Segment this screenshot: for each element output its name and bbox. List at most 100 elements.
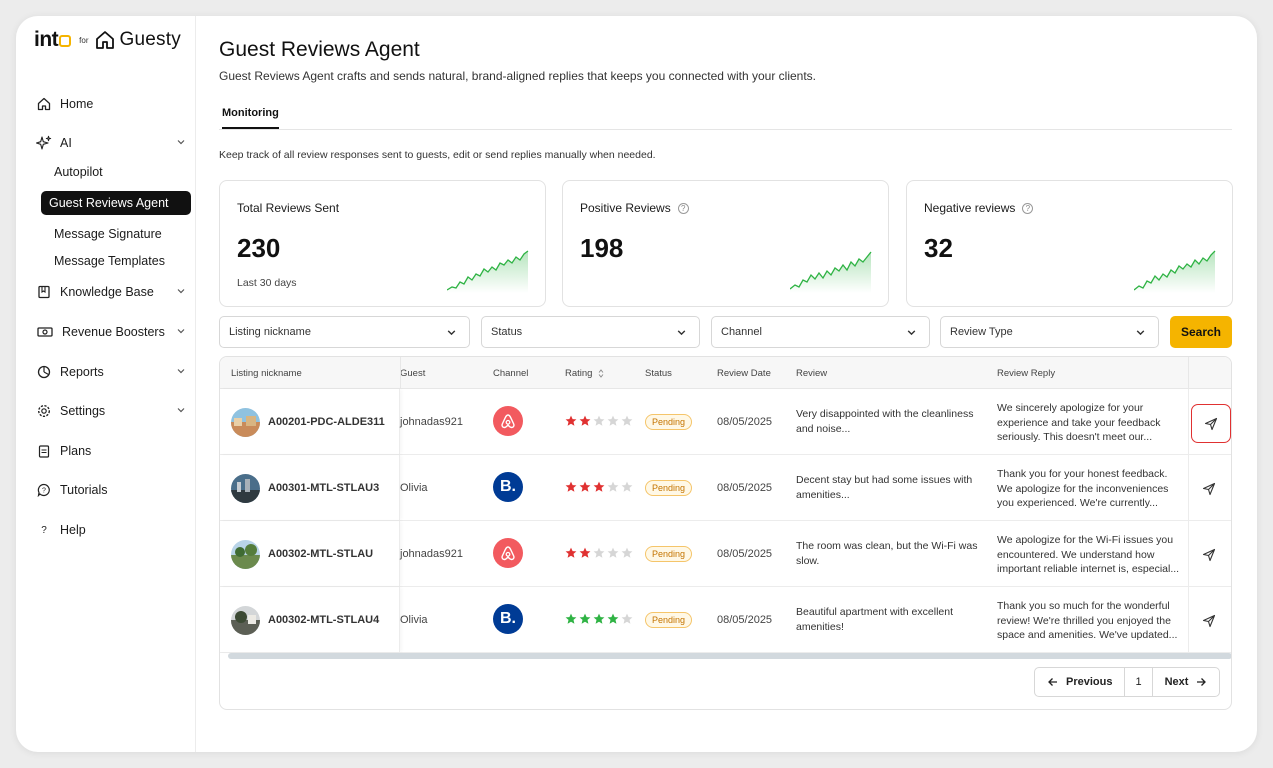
sparkline-chart bbox=[790, 251, 872, 293]
review-reply-text[interactable]: We apologize for the Wi-Fi issues you en… bbox=[997, 534, 1180, 575]
listing-nickname[interactable]: A00201-PDC-ALDE311 bbox=[268, 416, 385, 428]
chevron-down-icon bbox=[177, 329, 185, 334]
listing-nickname[interactable]: A00301-MTL-STLAU3 bbox=[268, 482, 380, 494]
sidebar-item-knowledge-base[interactable]: Knowledge Base bbox=[36, 279, 186, 305]
select-placeholder: Channel bbox=[721, 326, 762, 338]
column-header-rating[interactable]: Rating bbox=[565, 368, 593, 379]
sidebar-item-label: Plans bbox=[60, 444, 92, 458]
table-row[interactable]: A00302-MTL-STLAU4 Olivia B. Pending 08/0… bbox=[220, 587, 1231, 653]
sidebar-item-label: AI bbox=[60, 136, 72, 150]
previous-label: Previous bbox=[1066, 676, 1113, 688]
review-text: The room was clean, but the Wi-Fi was sl… bbox=[796, 540, 978, 567]
sidebar-subitem-message-signature[interactable]: Message Signature bbox=[54, 227, 162, 241]
column-header-guest[interactable]: Guest bbox=[400, 368, 426, 379]
star-filled-icon bbox=[579, 481, 591, 492]
table-row[interactable]: A00302-MTL-STLAU johnadas921 Pending 08/… bbox=[220, 521, 1231, 587]
next-label: Next bbox=[1164, 676, 1189, 688]
review-type-select[interactable]: Review Type bbox=[940, 316, 1159, 348]
stat-card-title: Positive Reviews? bbox=[580, 201, 689, 215]
status-select[interactable]: Status bbox=[481, 316, 700, 348]
sidebar: int for Guesty Home AI Autopilot Guest R… bbox=[16, 16, 196, 752]
review-reply-text[interactable]: Thank you for your honest feedback. We a… bbox=[997, 468, 1169, 509]
sidebar-item-ai[interactable]: AI bbox=[36, 130, 186, 156]
search-button[interactable]: Search bbox=[1170, 316, 1232, 348]
horizontal-scrollbar[interactable] bbox=[228, 653, 1231, 659]
pagination: Previous 1 Next bbox=[1034, 667, 1221, 697]
sidebar-item-settings[interactable]: Settings bbox=[36, 398, 186, 424]
sidebar-item-help[interactable]: ? Help bbox=[36, 517, 186, 543]
column-divider bbox=[1188, 357, 1189, 389]
send-reply-button[interactable] bbox=[1202, 614, 1216, 633]
send-reply-button[interactable] bbox=[1191, 404, 1231, 443]
column-header-status[interactable]: Status bbox=[645, 368, 672, 379]
sidebar-item-revenue-boosters[interactable]: Revenue Boosters bbox=[36, 319, 186, 345]
next-page-button[interactable]: Next bbox=[1153, 668, 1220, 696]
sidebar-item-tutorials[interactable]: ? Tutorials bbox=[36, 477, 186, 503]
send-icon bbox=[1202, 482, 1216, 496]
guest-name: Olivia bbox=[400, 482, 428, 494]
star-empty-icon bbox=[607, 547, 619, 558]
help-circle-icon[interactable]: ? bbox=[1022, 202, 1034, 214]
chevron-down-icon bbox=[177, 369, 185, 374]
star-filled-icon bbox=[565, 481, 577, 492]
sidebar-item-label: Help bbox=[60, 523, 86, 537]
channel-select[interactable]: Channel bbox=[711, 316, 930, 348]
previous-page-button[interactable]: Previous bbox=[1035, 668, 1124, 696]
table-header: Listing nickname Guest Channel Rating St… bbox=[220, 357, 1231, 389]
star-empty-icon bbox=[621, 613, 633, 624]
review-reply-text[interactable]: We sincerely apologize for your experien… bbox=[997, 402, 1161, 443]
listing-thumbnail bbox=[231, 606, 260, 635]
listing-nickname[interactable]: A00302-MTL-STLAU4 bbox=[268, 614, 380, 626]
column-header-listing[interactable]: Listing nickname bbox=[231, 368, 302, 379]
chat-help-icon: ? bbox=[36, 482, 52, 498]
listing-nickname-select[interactable]: Listing nickname bbox=[219, 316, 470, 348]
review-reply-text[interactable]: Thank you so much for the wonderful revi… bbox=[997, 600, 1178, 641]
column-header-review[interactable]: Review bbox=[796, 368, 828, 379]
listing-nickname[interactable]: A00302-MTL-STLAU bbox=[268, 548, 374, 560]
book-icon bbox=[36, 284, 52, 300]
sidebar-item-label: Revenue Boosters bbox=[62, 325, 165, 339]
logo: int for Guesty bbox=[34, 28, 181, 52]
table-row[interactable]: A00301-MTL-STLAU3 Olivia B. Pending 08/0… bbox=[220, 455, 1231, 521]
tab-monitoring[interactable]: Monitoring bbox=[222, 107, 279, 129]
help-circle-icon[interactable]: ? bbox=[677, 202, 689, 214]
chevron-down-icon bbox=[1136, 330, 1145, 336]
sidebar-subitem-message-templates[interactable]: Message Templates bbox=[54, 254, 165, 268]
gear-icon bbox=[36, 403, 52, 419]
listing-cell: A00302-MTL-STLAU bbox=[220, 521, 400, 586]
chevron-down-icon bbox=[907, 330, 916, 336]
send-reply-button[interactable] bbox=[1202, 548, 1216, 567]
send-reply-button[interactable] bbox=[1202, 482, 1216, 501]
rating-stars bbox=[565, 481, 633, 493]
review-text: Beautiful apartment with excellent ameni… bbox=[796, 606, 954, 633]
listing-cell: A00302-MTL-STLAU4 bbox=[220, 587, 400, 652]
column-header-channel[interactable]: Channel bbox=[493, 368, 529, 379]
sparkline-chart bbox=[447, 250, 529, 293]
star-empty-icon bbox=[607, 415, 619, 426]
sort-icon[interactable] bbox=[598, 369, 604, 378]
table-row[interactable]: A00201-PDC-ALDE311 johnadas921 Pending 0… bbox=[220, 389, 1231, 455]
sidebar-item-reports[interactable]: Reports bbox=[36, 359, 186, 385]
app-window: int for Guesty Home AI Autopilot Guest R… bbox=[16, 16, 1257, 752]
airbnb-icon bbox=[493, 538, 523, 568]
main-content: Guest Reviews Agent Guest Reviews Agent … bbox=[219, 16, 1233, 752]
sidebar-item-plans[interactable]: Plans bbox=[36, 438, 186, 464]
stat-card-title: Total Reviews Sent bbox=[237, 201, 339, 215]
status-badge: Pending bbox=[645, 414, 693, 430]
sidebar-item-home[interactable]: Home bbox=[36, 91, 186, 117]
page-title: Guest Reviews Agent bbox=[219, 38, 420, 61]
question-icon: ? bbox=[41, 524, 47, 536]
page-number-button[interactable]: 1 bbox=[1124, 668, 1153, 696]
column-header-review-date[interactable]: Review Date bbox=[717, 368, 771, 379]
review-date: 08/05/2025 bbox=[717, 416, 773, 428]
sidebar-subitem-guest-reviews-agent[interactable]: Guest Reviews Agent bbox=[41, 191, 191, 215]
stat-card-value: 198 bbox=[580, 233, 624, 263]
sidebar-item-label: Settings bbox=[60, 404, 106, 418]
chevron-down-icon bbox=[177, 289, 185, 294]
guest-name: johnadas921 bbox=[400, 416, 464, 428]
sidebar-subitem-autopilot[interactable]: Autopilot bbox=[54, 165, 103, 179]
column-header-review-reply[interactable]: Review Reply bbox=[997, 368, 1056, 379]
rating-stars bbox=[565, 547, 633, 559]
booking-icon: B. bbox=[493, 604, 523, 634]
review-date: 08/05/2025 bbox=[717, 482, 773, 494]
